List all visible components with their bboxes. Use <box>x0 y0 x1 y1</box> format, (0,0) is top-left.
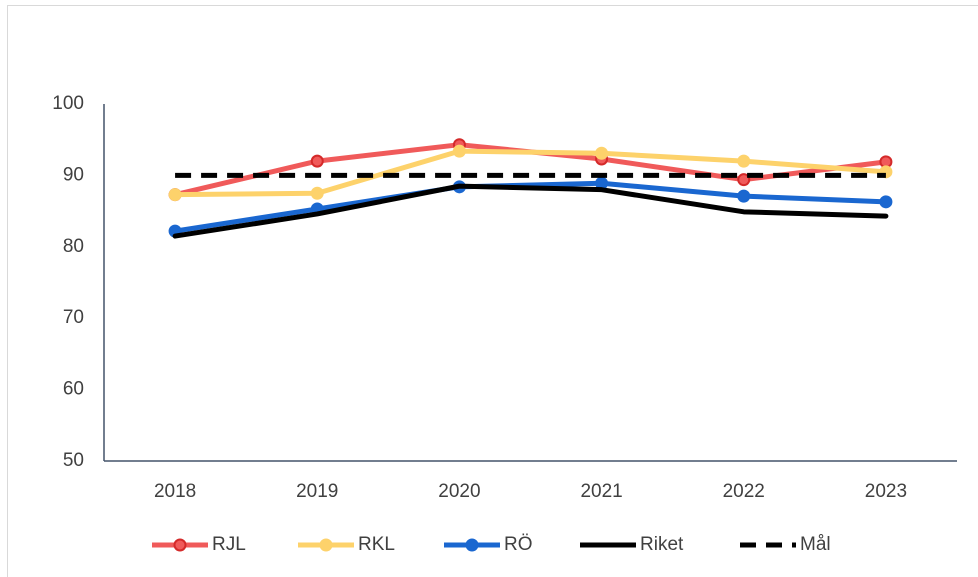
x-tick-label: 2020 <box>438 481 480 502</box>
x-tick-label: 2022 <box>723 481 765 502</box>
legend-label: RJL <box>212 534 246 555</box>
series-marker <box>737 173 751 187</box>
y-tick-label: 100 <box>52 93 84 114</box>
series-marker <box>737 189 751 203</box>
legend-label: RÖ <box>504 534 533 555</box>
legend-marker <box>319 538 333 552</box>
y-tick-label: 90 <box>63 164 84 185</box>
x-tick-label: 2019 <box>296 481 338 502</box>
legend-label: Mål <box>800 534 831 555</box>
series-marker <box>879 195 893 209</box>
y-tick-label: 50 <box>63 450 84 471</box>
legend-label: Riket <box>640 534 684 555</box>
y-tick-label: 60 <box>63 379 84 400</box>
legend-marker <box>173 538 187 552</box>
legend-label: RKL <box>358 534 395 555</box>
series-line <box>172 180 889 234</box>
series-marker <box>452 144 466 158</box>
series-marker <box>310 154 324 168</box>
series-marker <box>168 188 182 202</box>
series-marker <box>310 186 324 200</box>
series-line <box>172 148 889 198</box>
series-line <box>172 183 889 239</box>
x-tick-label: 2023 <box>865 481 907 502</box>
x-tick-label: 2018 <box>154 481 196 502</box>
chart-frame <box>7 5 978 577</box>
x-tick-label: 2021 <box>580 481 622 502</box>
series-marker <box>737 154 751 168</box>
series-marker <box>595 146 609 160</box>
y-tick-label: 70 <box>63 307 84 328</box>
y-tick-label: 80 <box>63 236 84 257</box>
legend-marker <box>465 538 479 552</box>
